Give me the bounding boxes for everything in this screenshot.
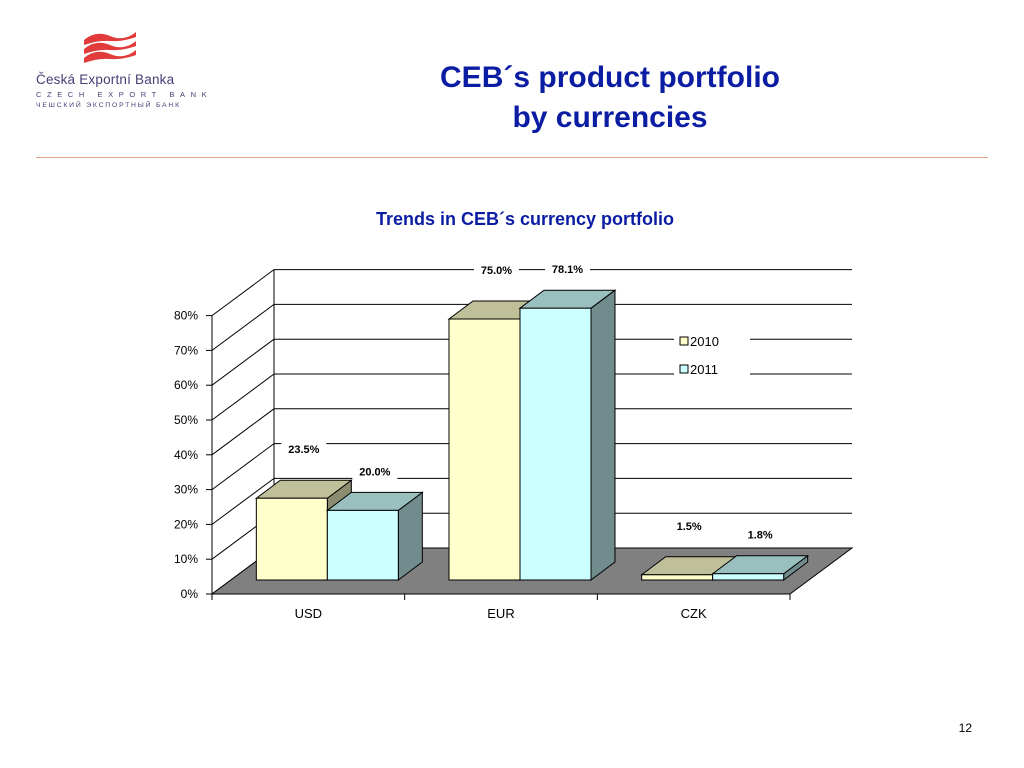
y-tick-label: 70% bbox=[174, 343, 198, 357]
data-label: 23.5% bbox=[288, 444, 319, 456]
bar-2010-usd bbox=[255, 497, 328, 581]
side-gridline bbox=[211, 477, 275, 525]
y-tick-label: 40% bbox=[174, 448, 198, 462]
side-gridline bbox=[211, 373, 275, 421]
data-label-bg bbox=[474, 261, 519, 278]
data-label: 78.1% bbox=[552, 264, 583, 276]
y-tick-label: 30% bbox=[174, 483, 198, 497]
brand-name: Česká Exportní Banka bbox=[36, 72, 175, 87]
bar-2010-czk bbox=[641, 574, 714, 581]
data-label: 75.0% bbox=[481, 265, 512, 277]
page-number: 12 bbox=[958, 721, 972, 735]
data-label: 1.5% bbox=[677, 521, 702, 533]
brand-name-en: CZECH EXPORT BANK bbox=[36, 90, 213, 99]
x-tick-label: EUR bbox=[487, 606, 514, 621]
slide-title-line2: by currencies bbox=[512, 101, 708, 134]
legend-swatch-2010 bbox=[679, 336, 689, 346]
legend-label-2010: 2010 bbox=[690, 334, 719, 349]
brand-name-ru: ЧЕШСКИЙ ЭКСПОРТНЫЙ БАНК bbox=[36, 102, 181, 109]
data-label-bg bbox=[741, 525, 780, 543]
legend-swatch-2011 bbox=[679, 364, 689, 374]
title-divider bbox=[36, 157, 988, 158]
x-tick-label: CZK bbox=[681, 606, 707, 621]
data-label: 20.0% bbox=[359, 466, 390, 478]
flag-stripes-icon bbox=[84, 32, 136, 63]
y-tick-label: 50% bbox=[174, 413, 198, 427]
bar-2011-eur bbox=[519, 307, 592, 581]
side-gridline bbox=[211, 269, 275, 317]
y-tick-label: 80% bbox=[174, 309, 198, 323]
bar-2011-czk bbox=[712, 573, 785, 581]
brand-logo: Česká Exportní Banka CZECH EXPORT BANK Ч… bbox=[36, 26, 207, 116]
side-gridline bbox=[211, 443, 275, 491]
y-tick-label: 0% bbox=[181, 587, 199, 601]
slide-title: CEB´s product portfolio by currencies bbox=[340, 58, 880, 138]
x-tick-label: USD bbox=[295, 606, 322, 621]
slide-title-line1: CEB´s product portfolio bbox=[440, 61, 780, 94]
bar-side-2011-eur bbox=[590, 289, 616, 581]
data-label-bg bbox=[352, 462, 398, 480]
data-label-bg bbox=[545, 260, 590, 278]
data-label-bg bbox=[670, 516, 709, 534]
y-tick-label: 60% bbox=[174, 378, 198, 392]
legend-label-2011: 2011 bbox=[690, 362, 718, 377]
y-tick-label: 10% bbox=[174, 552, 198, 566]
chart-title: Trends in CEB´s currency portfolio bbox=[375, 209, 675, 229]
side-gridline bbox=[211, 338, 275, 386]
y-tick-label: 20% bbox=[174, 517, 198, 531]
bar-2011-usd bbox=[326, 509, 399, 581]
side-gridline bbox=[211, 303, 275, 351]
data-label-bg bbox=[281, 440, 327, 458]
data-label: 1.8% bbox=[748, 530, 773, 542]
bar-2010-eur bbox=[448, 318, 521, 581]
side-gridline bbox=[211, 408, 275, 456]
